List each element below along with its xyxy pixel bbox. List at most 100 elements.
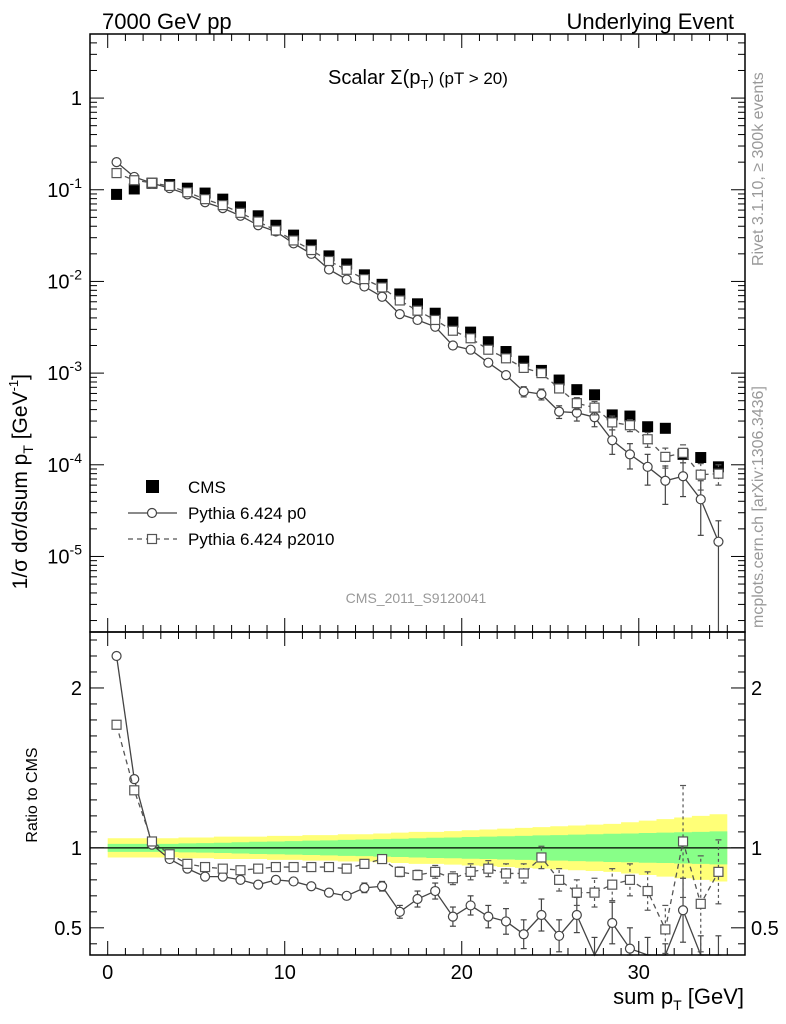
data-point-cms [394,288,406,300]
y-axis-label-end: ] [9,374,32,380]
y-tick-label-exp: -2 [70,266,83,282]
data-point-cms [571,384,583,396]
data-point-cms [128,183,140,195]
y-tick-label-base: 10 [47,455,69,477]
header-left: 7000 GeV pp [102,9,232,34]
y-tick-label: 10-1 [47,175,82,202]
y-axis-label-sub: T [20,445,36,454]
ratio-point-p2010 [500,868,512,879]
data-point-p2010 [465,333,476,344]
ratio-y-tick-label: 0.5 [54,918,82,940]
y-tick-label-base: 10 [47,180,69,202]
y-tick-label: 10-4 [47,450,82,477]
data-point-p2010 [554,383,565,394]
ratio-point-p2010 [536,852,547,863]
ratio-point-p0 [554,930,565,941]
data-point-p0 [713,536,724,547]
ratio-point-p0 [500,916,512,927]
data-point-p2010 [394,295,405,306]
ratio-point-p0 [341,890,352,901]
data-point-cms [217,193,229,205]
data-point-p2010 [323,255,335,267]
ratio-point-p2010 [217,863,228,874]
data-point-p2010 [376,282,388,293]
data-point-cms [642,421,654,433]
data-point-cms [500,346,512,358]
ratio-point-p0 [111,650,122,662]
ratio-point-p0 [518,929,529,940]
ratio-point-p2010 [447,873,459,884]
data-point-p2010 [624,420,636,431]
ratio-y-axis-label: Ratio to CMS [24,747,41,842]
ratio-point-p2010 [288,861,299,873]
ratio-point-p2010 [359,858,370,869]
x-axis-label-tail: [GeV] [682,984,744,1009]
ratio-point-p2010 [270,861,281,873]
data-point-cms [270,219,282,231]
ratio-point-p0 [270,874,281,885]
ratio-point-p0 [465,900,476,911]
ratio-point-p2010 [111,719,122,730]
data-point-cms [252,210,264,222]
ratio-panel-axes: 0.5 0.51 12 20 10 20 30 [54,631,779,984]
data-point-cms [606,409,618,421]
chart-title-tail: ) (pT > 20) [428,69,508,88]
data-point-p2010 [713,468,724,479]
y-tick-label-base: 10 [47,546,69,568]
data-point-p2010 [235,207,246,218]
ratio-point-p2010 [589,887,600,898]
ratio-point-p2010 [713,866,724,877]
ratio-y-tick-label-right: 2 [751,678,762,700]
ratio-point-p0 [376,881,388,892]
data-point-p0 [518,386,529,397]
data-point-p2010 [129,175,140,186]
data-point-p2010 [270,225,281,236]
data-point-cms [659,422,671,434]
data-point-p0 [642,461,653,472]
ratio-point-p0 [323,887,335,898]
ratio-point-p0 [412,893,423,905]
data-point-p0 [412,314,423,326]
ratio-point-p2010 [376,853,388,865]
ratio-panel-marks [111,650,724,957]
ratio-point-p2010 [660,924,671,935]
ratio-point-p2010 [253,863,264,874]
ratio-point-p0 [571,909,582,921]
data-point-p2010 [571,398,582,409]
ratio-point-p2010 [199,861,211,873]
analysis-id: CMS_2011_S9120041 [346,590,487,606]
y-axis-label-mid: [GeV [9,391,32,445]
x-tick-label: 20 [451,962,473,984]
data-point-p0 [394,309,405,320]
legend-label-p2010: Pythia 6.424 p2010 [188,530,335,549]
data-point-cms [199,187,211,199]
data-point-cms [695,452,707,464]
data-point-cms [447,316,459,328]
data-point-p2010 [341,264,352,275]
chart-title-sub: T [420,77,428,92]
ratio-panel-bands [90,814,745,882]
y-tick-label-base: 10 [47,271,69,293]
y-tick-label-exp: -1 [70,175,83,191]
data-point-p0 [554,406,565,417]
x-axis-label-sub: T [673,997,682,1013]
data-point-p2010 [447,325,459,336]
ratio-point-p0 [306,881,317,892]
data-point-p2010 [695,469,706,480]
data-point-cms [341,258,353,270]
data-point-p2010 [500,353,512,364]
x-tick-label: 0 [102,962,113,984]
ratio-point-p2010 [412,869,423,881]
data-point-p2010 [677,447,689,458]
ratio-point-p0 [288,876,299,887]
chart-title: Scalar Σ(pT) (pT > 20) [328,67,508,92]
y-axis-label-main: 1/σ dσ/dsum p [9,454,32,590]
data-point-p2010 [518,362,529,373]
ratio-point-p0 [677,905,689,916]
data-point-p0 [376,291,388,302]
data-point-p2010 [146,177,158,188]
ratio-point-p2010 [624,874,636,885]
ratio-point-p2010 [394,866,405,877]
data-point-p2010 [359,274,370,285]
legend-marker-p2010 [146,533,158,545]
